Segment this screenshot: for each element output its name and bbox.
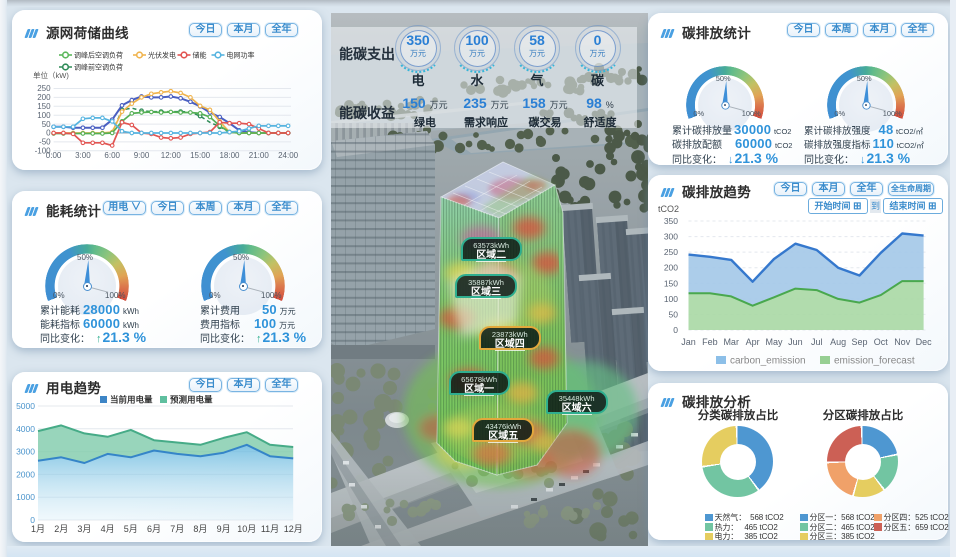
svg-text:150: 150: [664, 278, 678, 288]
svg-text:单位（kW): 单位（kW): [33, 70, 69, 80]
svg-text:12月: 12月: [284, 524, 303, 534]
svg-text:光伏发电: 光伏发电: [148, 51, 176, 60]
svg-text:3:00: 3:00: [75, 151, 91, 160]
svg-text:tCO2: tCO2: [658, 204, 679, 214]
svg-text:7月: 7月: [170, 524, 184, 534]
svg-text:Jun: Jun: [788, 337, 803, 347]
svg-text:-50: -50: [39, 138, 51, 147]
svg-text:调峰前空调负荷: 调峰前空调负荷: [74, 63, 123, 72]
svg-text:9:00: 9:00: [134, 151, 150, 160]
svg-text:10月: 10月: [237, 524, 256, 534]
svg-text:emission_forecast: emission_forecast: [834, 356, 915, 367]
svg-text:100: 100: [664, 294, 678, 304]
svg-text:3月: 3月: [77, 524, 91, 534]
svg-text:12:00: 12:00: [161, 151, 182, 160]
svg-text:250: 250: [37, 84, 51, 93]
svg-text:2月: 2月: [54, 524, 68, 534]
svg-text:6月: 6月: [147, 524, 161, 534]
svg-text:200: 200: [664, 263, 678, 273]
svg-text:18:00: 18:00: [219, 151, 240, 160]
svg-text:-100: -100: [35, 147, 52, 156]
svg-text:0: 0: [673, 325, 678, 335]
svg-text:Jan: Jan: [681, 337, 696, 347]
svg-text:3000: 3000: [16, 447, 35, 457]
svg-text:2000: 2000: [16, 469, 35, 479]
svg-text:1000: 1000: [16, 492, 35, 502]
svg-text:Apr: Apr: [746, 337, 760, 347]
svg-text:200: 200: [37, 93, 51, 102]
svg-text:储能: 储能: [193, 51, 207, 60]
svg-text:24:00: 24:00: [278, 151, 299, 160]
svg-text:4000: 4000: [16, 424, 35, 434]
svg-text:Jul: Jul: [811, 337, 823, 347]
svg-text:0: 0: [30, 515, 35, 525]
svg-text:电网功率: 电网功率: [227, 51, 255, 60]
svg-text:Nov: Nov: [894, 337, 911, 347]
svg-text:15:00: 15:00: [190, 151, 211, 160]
svg-text:8月: 8月: [193, 524, 207, 534]
svg-text:21:00: 21:00: [249, 151, 270, 160]
svg-text:5000: 5000: [16, 401, 35, 411]
svg-text:350: 350: [664, 216, 678, 226]
svg-text:May: May: [765, 337, 783, 347]
svg-text:4月: 4月: [101, 524, 115, 534]
svg-text:9月: 9月: [217, 524, 231, 534]
svg-text:调峰后空调负荷: 调峰后空调负荷: [74, 51, 123, 60]
svg-text:250: 250: [664, 247, 678, 257]
svg-text:150: 150: [37, 102, 51, 111]
svg-text:100: 100: [37, 111, 51, 120]
svg-text:Dec: Dec: [916, 337, 933, 347]
svg-text:carbon_emission: carbon_emission: [730, 356, 806, 367]
svg-text:1月: 1月: [31, 524, 45, 534]
svg-text:Oct: Oct: [874, 337, 889, 347]
svg-text:0: 0: [46, 129, 51, 138]
svg-text:5月: 5月: [124, 524, 138, 534]
svg-text:300: 300: [664, 232, 678, 242]
svg-text:Mar: Mar: [723, 337, 739, 347]
svg-text:11月: 11月: [261, 524, 279, 534]
svg-text:50: 50: [42, 120, 51, 129]
svg-text:Sep: Sep: [851, 337, 867, 347]
svg-text:当前用电量: 当前用电量: [110, 395, 153, 405]
svg-text:Feb: Feb: [702, 337, 718, 347]
svg-text:预测用电量: 预测用电量: [170, 395, 213, 405]
svg-text:0:00: 0:00: [46, 151, 62, 160]
svg-text:50: 50: [669, 309, 679, 319]
svg-text:Aug: Aug: [830, 337, 846, 347]
svg-text:6:00: 6:00: [104, 151, 120, 160]
